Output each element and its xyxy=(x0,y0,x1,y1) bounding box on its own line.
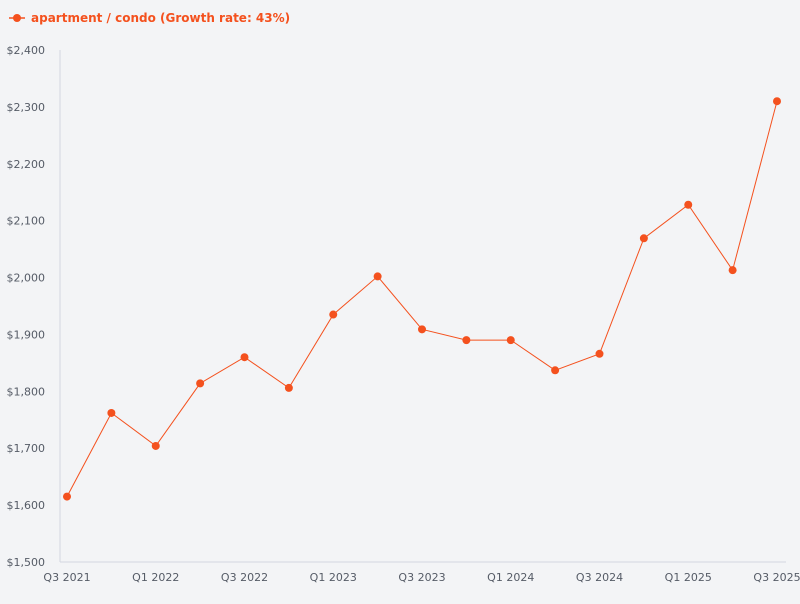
legend-marker xyxy=(13,14,21,22)
data-point[interactable] xyxy=(684,200,693,209)
y-axis: $1,500 $1,600 $1,700 $1,800 $1,900 $2,000 $2,1… xyxy=(7,44,61,569)
y-tick-label: $2,300 xyxy=(7,101,46,114)
y-tick-label: $2,000 xyxy=(7,272,46,285)
x-tick-label: Q1 2022 xyxy=(132,571,179,584)
y-tick-label: $2,200 xyxy=(7,158,46,171)
series-layer xyxy=(63,97,781,501)
data-point[interactable] xyxy=(63,492,71,501)
y-tick-label: $2,400 xyxy=(7,44,46,57)
legend-label: apartment / condo (Growth rate: 43%) xyxy=(31,11,290,25)
data-point[interactable] xyxy=(462,336,471,345)
data-point[interactable] xyxy=(728,266,737,275)
y-tick-label: $1,600 xyxy=(7,499,46,512)
data-point[interactable] xyxy=(506,336,515,345)
data-point[interactable] xyxy=(284,383,293,392)
data-point[interactable] xyxy=(639,234,648,243)
y-tick-label: $2,100 xyxy=(7,215,46,228)
data-point[interactable] xyxy=(151,441,160,450)
data-point[interactable] xyxy=(107,408,116,417)
x-tick-label: Q3 2025 xyxy=(753,571,800,584)
series-line xyxy=(66,101,778,497)
x-tick-label: Q3 2022 xyxy=(221,571,268,584)
x-tick-label: Q1 2024 xyxy=(487,571,534,584)
data-point[interactable] xyxy=(418,325,426,334)
x-tick-label: Q3 2023 xyxy=(398,571,445,584)
y-tick-label: $1,700 xyxy=(7,442,46,455)
data-point[interactable] xyxy=(595,349,604,358)
data-point[interactable] xyxy=(329,310,338,319)
legend[interactable]: apartment / condo (Growth rate: 43%) xyxy=(9,11,290,25)
y-tick-label: $1,500 xyxy=(7,556,46,569)
data-point[interactable] xyxy=(240,353,249,362)
data-point[interactable] xyxy=(196,379,205,388)
x-tick-label: Q3 2021 xyxy=(43,571,90,584)
data-point[interactable] xyxy=(373,272,382,281)
x-tick-label: Q1 2023 xyxy=(310,571,357,584)
x-axis: Q3 2021 Q1 2022 Q3 2022 Q1 2023 Q3 2023 Q1 20… xyxy=(43,561,800,584)
y-tick-label: $1,900 xyxy=(7,328,46,341)
x-tick-label: Q1 2025 xyxy=(665,571,712,584)
y-tick-label: $1,800 xyxy=(7,385,46,398)
data-point[interactable] xyxy=(773,97,781,106)
x-tick-label: Q3 2024 xyxy=(576,571,623,584)
data-point[interactable] xyxy=(551,366,560,375)
